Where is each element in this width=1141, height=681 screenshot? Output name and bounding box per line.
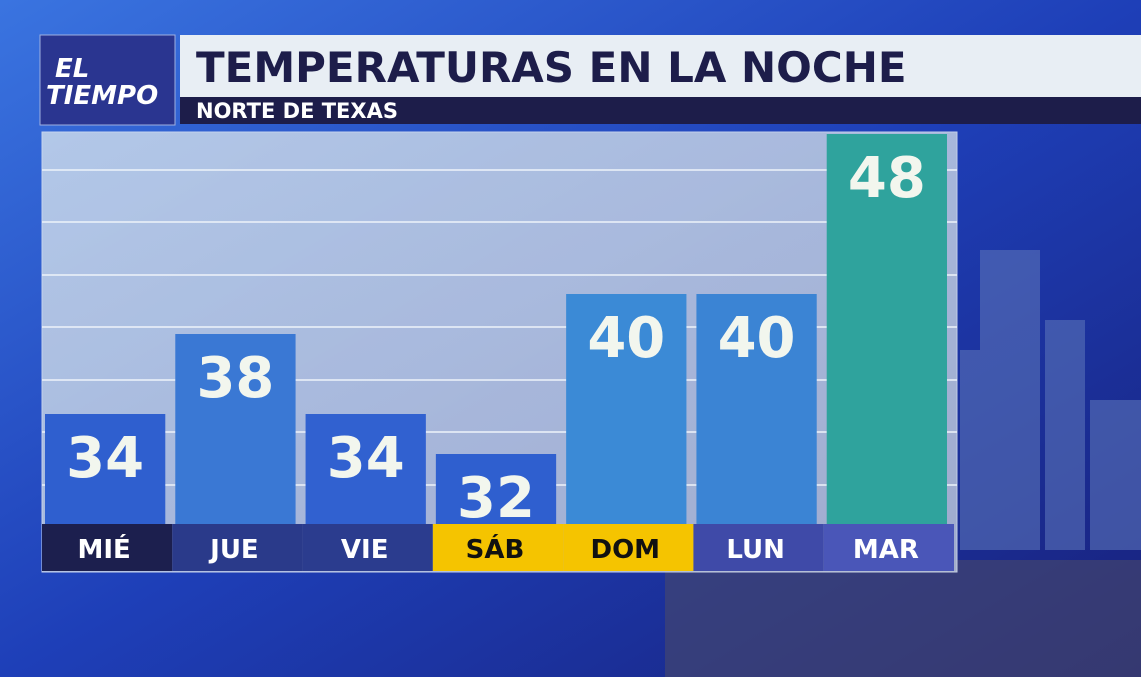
x-tick-label: MAR (853, 535, 919, 565)
x-tick-label: JUE (208, 535, 259, 565)
value-label: 34 (327, 426, 405, 491)
x-label-bg (823, 524, 954, 571)
x-label-bg (432, 524, 564, 571)
logo-text: EL (55, 54, 89, 84)
chart-subtitle: NORTE DE TEXAS (196, 99, 398, 123)
skyline (960, 250, 1141, 550)
value-label: 40 (718, 306, 796, 371)
x-tick-label: LUN (726, 535, 785, 565)
x-label-bg (172, 524, 303, 571)
bar (435, 454, 557, 524)
subtitle-bar (180, 97, 1141, 124)
chart-title: TEMPERATURAS EN LA NOCHE (196, 43, 907, 92)
x-label-bg (563, 524, 694, 571)
x-tick-label: VIE (341, 535, 389, 565)
x-tick-label: MIÉ (77, 533, 130, 565)
value-label: 38 (196, 346, 274, 411)
x-tick-label: DOM (591, 535, 661, 565)
value-label: 34 (66, 426, 144, 491)
value-label: 32 (457, 466, 535, 531)
title-bar (180, 35, 1141, 97)
value-label: 40 (587, 306, 665, 371)
x-label-bg (693, 524, 824, 571)
bar (45, 414, 166, 524)
x-tick-label: SÁB (466, 533, 525, 565)
x-label-bg (42, 524, 173, 571)
bar (696, 294, 817, 524)
logo-box (39, 34, 176, 126)
logo-text: TIEMPO (46, 81, 158, 111)
bar (566, 294, 687, 524)
bar (175, 334, 296, 524)
bar (826, 134, 947, 524)
x-label-bg (302, 524, 433, 571)
bar (305, 414, 426, 524)
value-label: 48 (848, 146, 926, 211)
ground (665, 560, 1141, 677)
